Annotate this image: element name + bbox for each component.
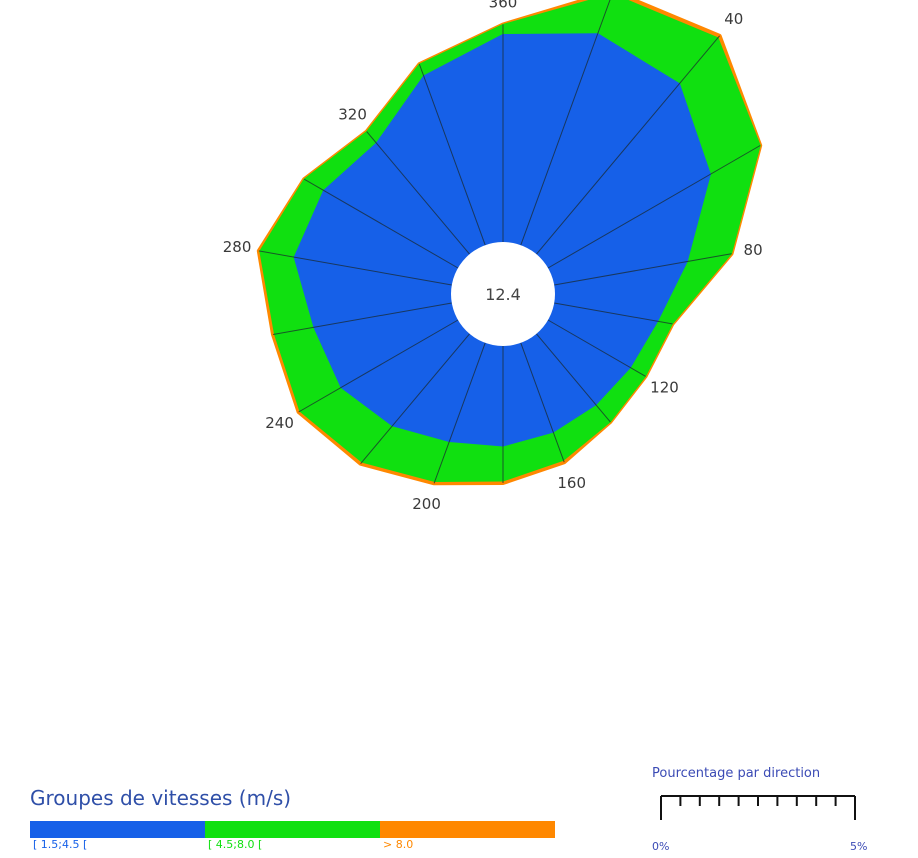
direction-label-40: 40 — [724, 10, 743, 28]
scale-ticks — [660, 795, 856, 820]
calm-circle — [451, 242, 555, 346]
spoke-60 — [547, 145, 761, 269]
direction-label-120: 120 — [650, 378, 679, 396]
spoke-160 — [520, 342, 565, 463]
spoke-100 — [554, 302, 673, 325]
legend-swatch-1 — [205, 821, 380, 838]
series-band-0 — [293, 33, 711, 447]
direction-label-360: 360 — [489, 0, 518, 12]
direction-label-280: 280 — [223, 238, 252, 256]
spoke-140 — [536, 333, 611, 423]
legend-label-0: [ 1.5;4.5 [ — [33, 838, 88, 851]
spoke-40 — [536, 35, 720, 255]
spoke-340 — [418, 64, 486, 246]
direction-label-320: 320 — [338, 106, 367, 124]
spoke-240 — [298, 319, 459, 413]
direction-label-160: 160 — [557, 474, 586, 492]
spoke-260 — [272, 302, 452, 335]
spoke-320 — [366, 131, 470, 255]
legend-label-2: > 8.0 — [383, 838, 414, 851]
wind-rose-sectors — [256, 0, 763, 486]
spoke-200 — [433, 342, 486, 484]
speed-groups-title: Groupes de vitesses (m/s) — [30, 786, 292, 810]
scale-min-label: 0% — [652, 840, 670, 853]
spoke-80 — [554, 253, 732, 286]
legend-swatch-0 — [30, 821, 205, 838]
percentage-scale — [660, 795, 856, 820]
direction-label-240: 240 — [265, 414, 294, 432]
spoke-220 — [360, 333, 470, 465]
wind-rose-chart: 12.4 360 40 80 120 160 200 240 280 320 — [223, 0, 763, 513]
spoke-300 — [303, 178, 459, 269]
wind-rose-spokes — [258, 0, 761, 484]
spoke-20 — [520, 0, 611, 246]
legend-label-1: [ 4.5;8.0 [ — [208, 838, 263, 851]
direction-label-200: 200 — [412, 495, 441, 513]
scale-title: Pourcentage par direction — [652, 766, 821, 781]
direction-label-80: 80 — [744, 241, 763, 259]
spoke-280 — [258, 250, 452, 286]
scale-max-label: 5% — [850, 840, 868, 853]
calm-value: 12.4 — [485, 285, 521, 304]
direction-labels: 360 40 80 120 160 200 240 280 320 — [223, 0, 763, 513]
spoke-120 — [547, 319, 646, 377]
legend-swatch-2 — [380, 821, 555, 838]
